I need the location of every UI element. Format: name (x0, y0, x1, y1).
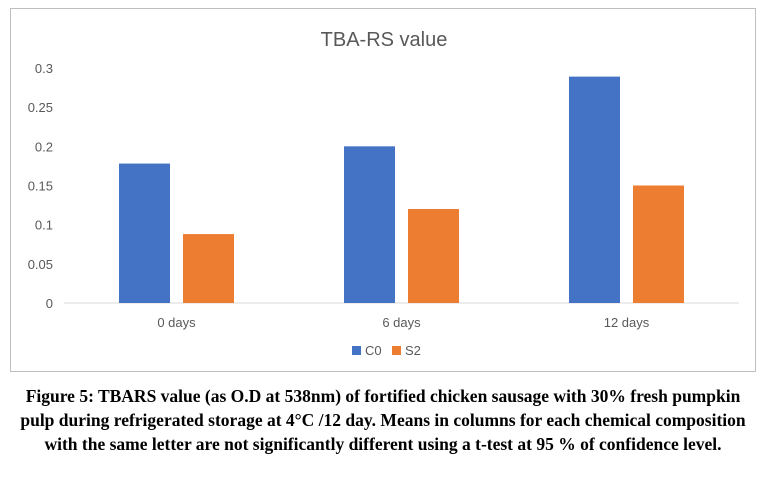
x-tick-label: 6 days (382, 315, 421, 330)
y-tick-label: 0 (46, 296, 53, 311)
y-tick-label: 0.25 (28, 100, 53, 115)
y-tick-label: 0.05 (28, 257, 53, 272)
figure-caption: Figure 5: TBARS value (as O.D at 538nm) … (20, 386, 746, 454)
bar-c0-0 (119, 163, 170, 303)
chart-title: TBA-RS value (321, 29, 448, 51)
bar-s2-1 (408, 209, 459, 303)
y-tick-label: 0.15 (28, 179, 53, 194)
bar-c0-2 (569, 76, 620, 303)
y-tick-label: 0.1 (35, 218, 53, 233)
legend-swatch-s2 (392, 346, 401, 355)
bar-c0-1 (344, 146, 395, 303)
y-tick-label: 0.3 (35, 61, 53, 76)
legend-swatch-c0 (352, 346, 361, 355)
x-tick-label: 12 days (604, 315, 650, 330)
chart-area: TBA-RS value 0 0.05 0.1 0.15 0.2 0.25 0.3 0 da… (10, 8, 756, 372)
y-tick-label: 0.2 (35, 139, 53, 154)
legend-label-s2: S2 (405, 343, 421, 358)
bar-s2-0 (183, 234, 234, 303)
bar-s2-2 (633, 185, 684, 303)
x-tick-label: 0 days (157, 315, 196, 330)
bar-chart: TBA-RS value 0 0.05 0.1 0.15 0.2 0.25 0.3 0 da… (28, 29, 739, 358)
legend-label-c0: C0 (365, 343, 382, 358)
